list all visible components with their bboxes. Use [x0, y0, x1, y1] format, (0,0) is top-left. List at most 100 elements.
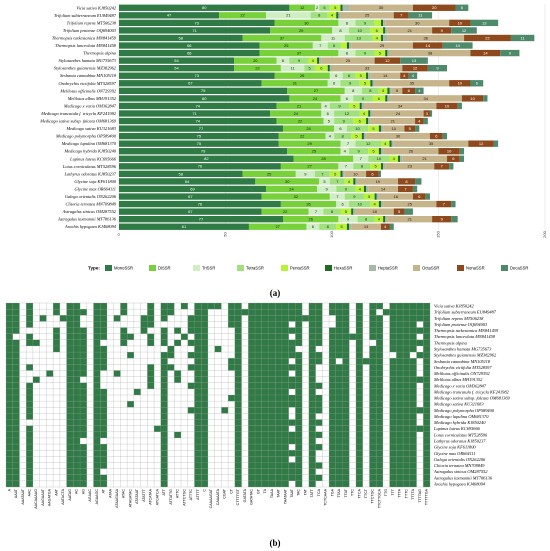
bar-segment-octassr: [321, 57, 375, 64]
heatmap-cell-present: [355, 425, 363, 432]
heatmap-cell-present: [281, 388, 289, 396]
heatmap-cell-present: [342, 309, 350, 316]
bar-segment-heptassr: [376, 193, 379, 200]
heatmap-cell-present: [288, 327, 296, 334]
heatmap-cell-present: [268, 358, 276, 365]
heatmap-cell-present: [403, 480, 410, 488]
heatmap-cell-present: [93, 364, 101, 371]
bar-segment-hexassr: [383, 216, 386, 223]
bar-segment-tetrassr: [353, 95, 373, 102]
heatmap-cell-present: [288, 462, 296, 469]
heatmap-cell-present: [288, 419, 296, 426]
bar-segment-hexassr: [370, 80, 373, 87]
bar-value-label: 22: [240, 13, 245, 18]
heatmap-cell-present: [423, 431, 431, 438]
bar-value-label: 7: [321, 171, 324, 176]
heatmap-cell-present: [12, 315, 20, 322]
heatmap-cell-present: [416, 425, 424, 432]
heatmap-cell-present: [248, 333, 256, 340]
heatmap-cell-present: [12, 413, 20, 420]
bar-segment-decassr: [412, 185, 418, 193]
heatmap-cell-present: [335, 333, 343, 340]
heatmap-cell-present: [261, 395, 269, 402]
bar-segment-octassr: [391, 87, 403, 94]
bar-segment-octassr: [383, 148, 439, 155]
bar-value-label: 10: [470, 96, 475, 101]
heatmap-cell-present: [369, 345, 377, 353]
heatmap-cell-present: [396, 382, 404, 389]
heatmap-cell-present: [234, 395, 242, 402]
heatmap-cell-present: [100, 431, 108, 438]
bar-segment-dissr: [289, 4, 315, 11]
bar-segment-monossr: [119, 132, 279, 140]
x-tick-label: 0: [116, 233, 121, 236]
heatmap-cell-present: [167, 352, 175, 359]
heatmap-cell-present: [335, 450, 343, 457]
bar-segment-monossr: [119, 163, 281, 170]
heatmap-cell-present: [234, 450, 242, 457]
bar-value-label: 8: [346, 20, 349, 25]
bar-value-label: 69: [190, 186, 195, 191]
heatmap-cell-present: [255, 437, 262, 445]
heatmap-cell-present: [409, 333, 417, 340]
heatmap-cell-present: [234, 431, 242, 438]
bar-segment-trissr: [317, 185, 337, 193]
heatmap-cell-present: [275, 474, 282, 481]
bar-segment-octassr: [355, 208, 394, 215]
heatmap-cell-present: [73, 456, 81, 463]
bar-segment-heptassr: [368, 72, 371, 79]
heatmap-cell-present: [234, 327, 242, 334]
heatmap-cell-present: [403, 444, 410, 451]
bar-segment-trissr: [308, 208, 324, 215]
heatmap-cell-present: [275, 321, 282, 328]
heatmap-cell-present: [288, 345, 296, 353]
heatmap-cell-present: [288, 364, 296, 371]
bar-segment-octassr: [389, 49, 471, 57]
heatmap-cell-present: [329, 437, 336, 445]
heatmap-cell-present: [308, 480, 316, 488]
heatmap-cell-present: [335, 327, 343, 334]
heatmap-cell-present: [248, 382, 256, 389]
heatmap-cell-present: [194, 480, 202, 488]
heatmap-cell-present: [66, 395, 74, 402]
heatmap-cell-present: [93, 315, 101, 322]
heatmap-cell-present: [261, 431, 269, 438]
heatmap-cell-present: [187, 315, 195, 322]
bar-segment-nonassr: [380, 223, 390, 230]
heatmap-cell-present: [73, 395, 81, 402]
heatmap-cell-present: [335, 364, 343, 371]
heatmap-cell-present: [255, 352, 262, 359]
bar-segment-dissr: [289, 95, 341, 102]
bar-value-label: 4: [348, 179, 351, 184]
heatmap-species-label: Medicago x varia OM362847: [433, 383, 487, 388]
heatmap-motif-label: CAAAAGAT: [209, 488, 213, 508]
bar-segment-trissr: [338, 163, 354, 170]
bar-value-label: 13: [482, 20, 487, 25]
bar-segment-octassr: [383, 125, 405, 132]
bar-segment-nonassr: [468, 140, 494, 147]
heatmap-motif-label: ATAC: [122, 489, 126, 498]
heatmap-cell-present: [329, 333, 336, 340]
heatmap-cell-present: [147, 315, 155, 322]
heatmap-cell-present: [342, 303, 350, 310]
heatmap-cell-present: [234, 413, 242, 420]
heatmap-cell-present: [416, 407, 424, 414]
bar-segment-pentassr: [363, 193, 375, 200]
heatmap-cell-present: [80, 431, 87, 438]
heatmap-cell-present: [201, 364, 208, 371]
heatmap-cell-present: [355, 462, 363, 469]
heatmap-cell-present: [288, 437, 296, 445]
bar-value-label: 5: [396, 88, 399, 93]
heatmap-cell-present: [261, 401, 269, 408]
heatmap-cell-present: [281, 364, 289, 371]
heatmap-motif-label: ATAAGAAA: [115, 488, 119, 507]
heatmap-cell-present: [281, 358, 289, 365]
heatmap-cell-present: [355, 382, 363, 389]
heatmap-cell-present: [255, 333, 262, 340]
heatmap-cell-present: [275, 327, 282, 334]
heatmap-cell-present: [194, 382, 202, 389]
bar-value-label: 4: [359, 186, 362, 191]
heatmap-cell-present: [308, 456, 316, 463]
bar-value-label: 33: [365, 66, 370, 71]
heatmap-cell-present: [234, 456, 242, 463]
